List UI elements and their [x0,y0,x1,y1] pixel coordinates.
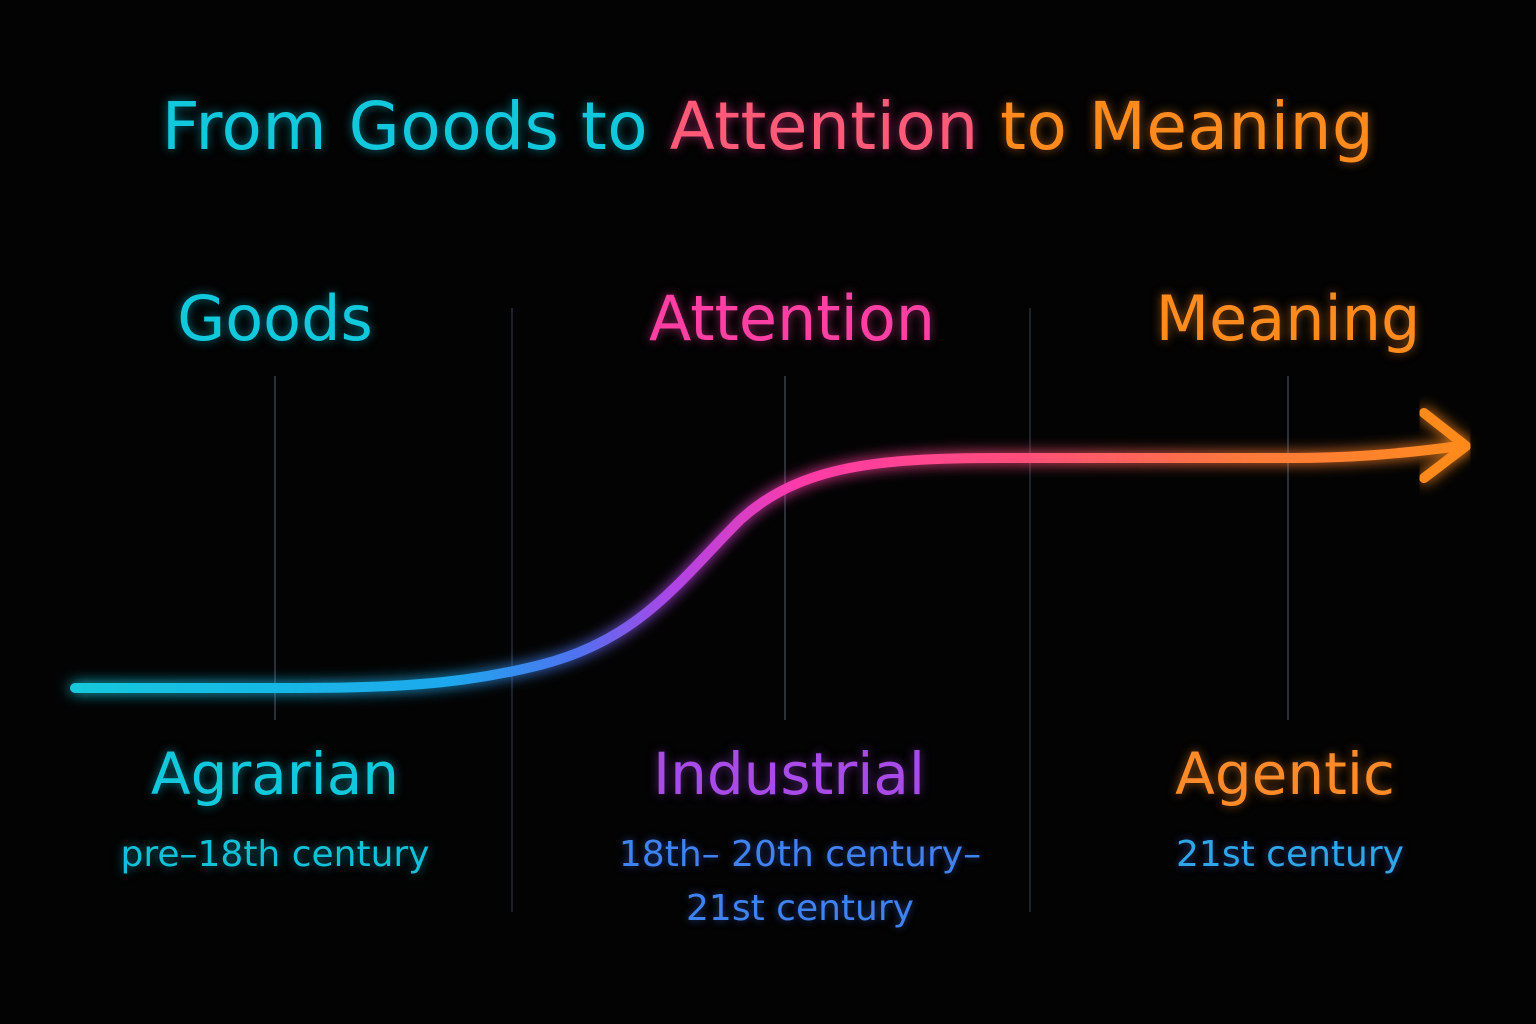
title-part-goods: From Goods to [161,88,670,165]
transition-curve [70,441,1465,693]
era-date-industrial-line1: 18th– 20th century– [618,834,982,875]
phase-label-meaning: Meaning [1155,282,1421,355]
title-part-attention: Attention [669,88,979,165]
page-title: From Goods to Attention to Meaning [0,88,1536,165]
title-part-meaning: to Meaning [978,88,1375,165]
arrow-head-icon [1419,408,1471,483]
phase-label-attention: Attention [648,282,936,355]
era-date-agentic: 21st century [1030,828,1536,882]
era-date-agrarian: pre–18th century [15,828,535,882]
era-label-agrarian: Agrarian [150,740,400,808]
era-date-industrial: 18th– 20th century– 21st century [540,828,1060,936]
era-label-industrial: Industrial [652,740,926,808]
era-date-agentic-line1: 21st century [1176,834,1404,875]
era-label-agentic: Agentic [1175,740,1395,808]
era-date-industrial-line2: 21st century [686,888,914,929]
phase-label-goods: Goods [177,282,373,355]
era-date-agrarian-line1: pre–18th century [120,834,430,875]
